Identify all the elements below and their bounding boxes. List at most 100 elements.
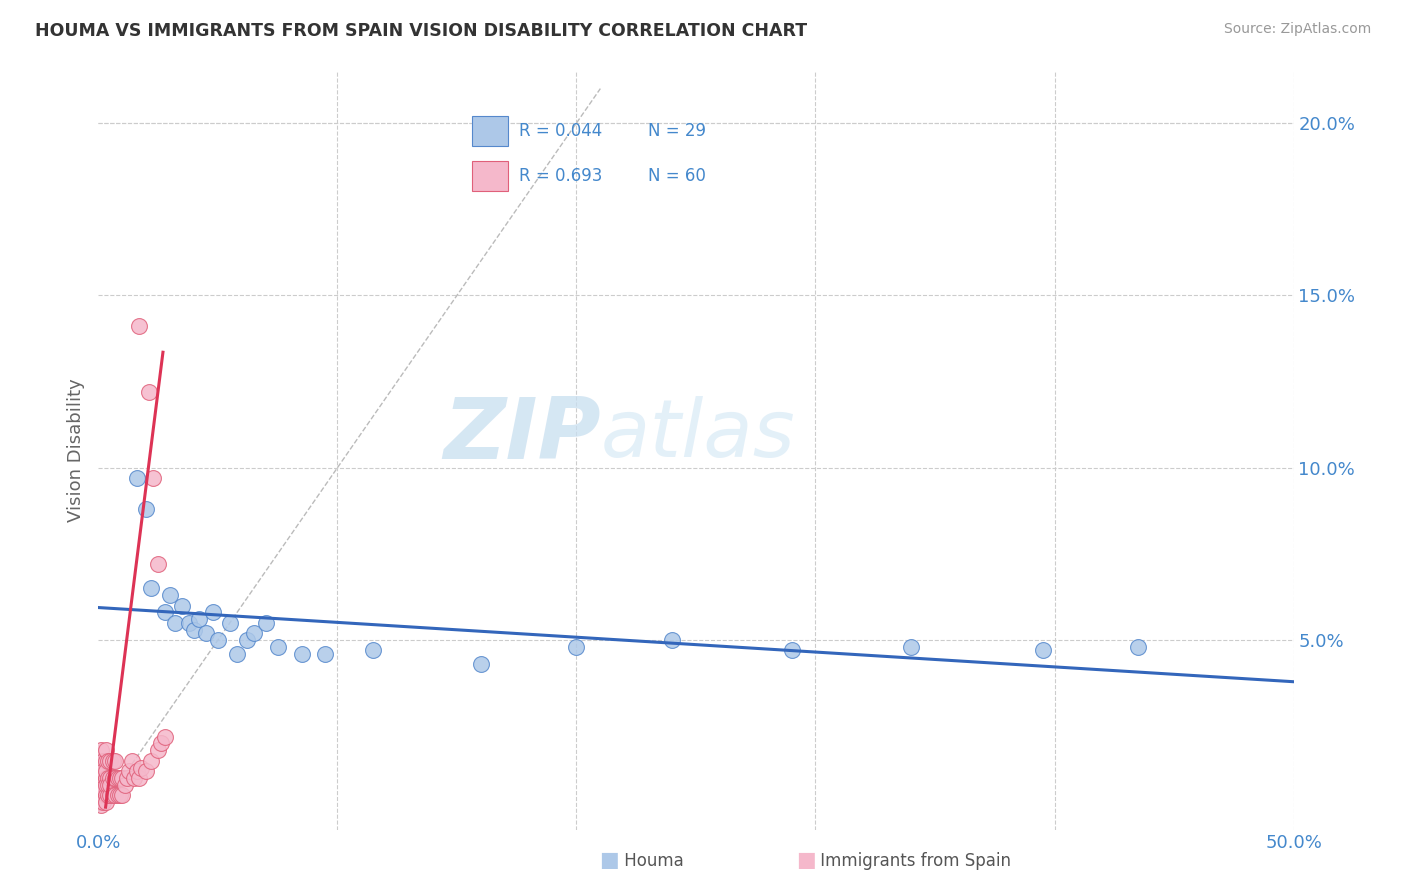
Point (135, 764, 157, 778)
Point (94, 754, 117, 768)
Text: HOUMA VS IMMIGRANTS FROM SPAIN VISION DISABILITY CORRELATION CHART: HOUMA VS IMMIGRANTS FROM SPAIN VISION DI… (35, 22, 807, 40)
Text: R = 0.693: R = 0.693 (519, 168, 602, 186)
Point (98, 778, 122, 792)
Point (125, 764, 148, 778)
Point (101, 788, 124, 802)
Point (94, 771, 117, 785)
Point (142, 471, 165, 485)
Point (90, 788, 112, 802)
Point (780, 643, 803, 657)
Point (131, 760, 153, 774)
Point (94, 788, 117, 802)
Point (135, 502, 157, 516)
Point (155, 606, 177, 620)
Point (661, 633, 683, 648)
Point (98, 771, 122, 785)
FancyBboxPatch shape (472, 116, 508, 146)
Point (90, 743, 112, 757)
Point (90, 771, 112, 785)
Point (363, 643, 385, 657)
Point (315, 647, 337, 661)
Point (108, 771, 131, 785)
Text: N = 29: N = 29 (648, 122, 706, 140)
Point (90, 778, 112, 792)
Text: Immigrants from Spain: Immigrants from Spain (815, 852, 1011, 870)
Point (91, 795, 114, 809)
Point (159, 588, 181, 602)
Point (111, 771, 134, 785)
Point (114, 778, 136, 792)
Point (94, 795, 117, 809)
Text: N = 60: N = 60 (648, 168, 706, 186)
Point (101, 771, 124, 785)
Point (219, 615, 242, 630)
Text: atlas: atlas (600, 396, 796, 475)
Point (115, 771, 138, 785)
Point (104, 754, 127, 768)
Point (90, 798, 112, 813)
Point (125, 471, 148, 485)
Text: Houma: Houma (619, 852, 683, 870)
Point (91, 788, 114, 802)
Point (91, 781, 114, 796)
Point (118, 764, 141, 778)
Point (291, 647, 314, 661)
Point (94, 778, 117, 792)
Point (121, 754, 143, 768)
Point (565, 640, 588, 654)
Text: ■: ■ (796, 850, 815, 870)
Point (90, 781, 112, 796)
Point (254, 615, 277, 630)
Point (128, 771, 150, 785)
Point (149, 736, 172, 750)
Point (94, 743, 117, 757)
Point (108, 788, 131, 802)
Point (97, 771, 120, 785)
Point (139, 754, 162, 768)
Point (98, 754, 122, 768)
Point (111, 788, 134, 802)
Point (98, 788, 122, 802)
Point (94, 764, 117, 778)
Point (101, 754, 124, 768)
Point (124, 771, 146, 785)
Point (1032, 643, 1054, 657)
Point (104, 788, 127, 802)
Point (138, 384, 160, 399)
Point (163, 615, 186, 630)
Point (91, 771, 114, 785)
Point (90, 754, 112, 768)
Text: ZIP: ZIP (443, 393, 600, 477)
Point (91, 778, 114, 792)
FancyBboxPatch shape (472, 161, 508, 191)
Text: R = 0.044: R = 0.044 (519, 122, 602, 140)
Point (91, 754, 114, 768)
Point (139, 582, 162, 596)
Point (900, 640, 922, 654)
Point (128, 319, 150, 334)
Point (243, 626, 266, 640)
Point (107, 771, 129, 785)
Point (97, 778, 120, 792)
Text: Source: ZipAtlas.com: Source: ZipAtlas.com (1223, 22, 1371, 37)
Point (183, 623, 205, 637)
Point (90, 764, 112, 778)
Point (155, 730, 177, 744)
Point (179, 615, 201, 630)
Point (187, 612, 209, 626)
Point (1128, 640, 1150, 654)
Point (91, 764, 114, 778)
Point (97, 788, 120, 802)
Point (90, 795, 112, 809)
Point (97, 754, 120, 768)
Point (235, 633, 257, 648)
Point (202, 606, 225, 620)
Point (267, 640, 290, 654)
Point (104, 771, 127, 785)
Point (148, 557, 170, 572)
Point (148, 743, 170, 757)
Point (172, 599, 194, 613)
Point (195, 626, 218, 640)
Text: ■: ■ (599, 850, 619, 870)
Point (107, 788, 129, 802)
